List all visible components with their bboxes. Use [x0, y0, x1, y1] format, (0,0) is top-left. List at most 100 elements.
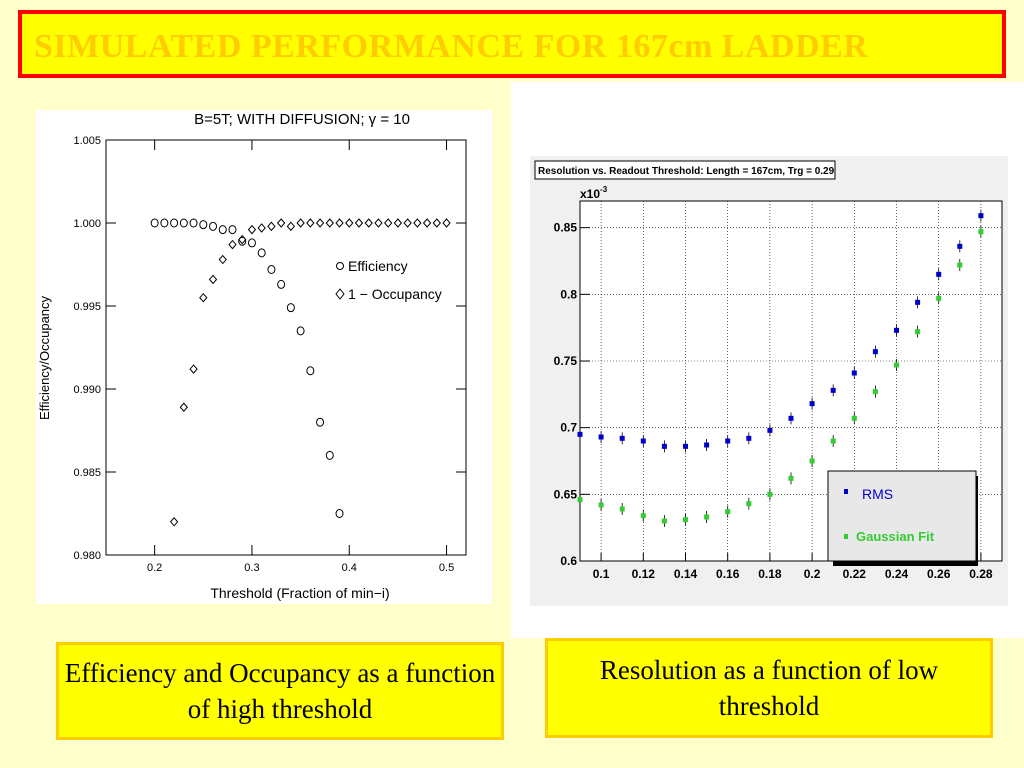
- left-x-tick-label: 0.2: [147, 562, 162, 574]
- efficiency-point: [296, 326, 305, 336]
- gauss-point: [915, 329, 921, 335]
- occupancy-point: [267, 221, 276, 232]
- left-y-tick-label: 0.990: [73, 384, 101, 396]
- rms-point: [978, 213, 984, 219]
- occupancy-point: [218, 254, 227, 265]
- rms-point: [894, 327, 899, 333]
- occupancy-point: [335, 218, 344, 228]
- caption-right: Resolution as a function of low threshol…: [545, 638, 993, 738]
- title-banner: SIMULATED PERFORMANCE FOR 167cm LADDER: [18, 10, 1006, 78]
- left-y-axis-label: Efficiency/Occupancy: [37, 295, 52, 420]
- occupancy-point: [422, 218, 432, 228]
- rms-point: [619, 435, 625, 441]
- occupancy-point: [228, 239, 237, 250]
- rms-point: [704, 442, 710, 448]
- legend-gauss-marker: [844, 534, 848, 539]
- right-x-tick-label: 0.14: [674, 567, 698, 581]
- occupancy-point: [315, 218, 325, 228]
- efficiency-point: [179, 218, 188, 228]
- right-y-tick-label: 0.75: [554, 354, 578, 368]
- efficiency-point: [209, 221, 218, 231]
- left-chart-title: B=5T; WITH DIFFUSION; γ = 10: [194, 111, 410, 128]
- right-x-tick-label: 0.26: [927, 567, 951, 581]
- occupancy-point: [325, 218, 334, 228]
- efficiency-point: [160, 218, 169, 228]
- left-x-tick-label: 0.3: [244, 562, 259, 574]
- left-y-tick-label: 0.995: [73, 301, 101, 313]
- occupancy-point: [393, 218, 403, 228]
- efficiency-point: [150, 218, 159, 228]
- left-plot-frame: [105, 139, 467, 556]
- occupancy-point: [306, 218, 315, 228]
- right-x-tick-label: 0.28: [969, 567, 993, 581]
- efficiency-point: [257, 248, 266, 258]
- rms-point: [640, 438, 646, 444]
- occupancy-point: [442, 218, 451, 228]
- right-y-tick-label: 0.8: [560, 287, 577, 301]
- caption-left: Efficiency and Occupancy as a function o…: [56, 642, 504, 740]
- left-y-tick-label: 1.005: [73, 135, 101, 147]
- occupancy-point: [354, 218, 364, 228]
- right-x-tick-label: 0.12: [632, 567, 656, 581]
- left-y-tick-label: 0.980: [73, 550, 101, 562]
- gauss-point: [936, 295, 942, 301]
- occupancy-point: [179, 402, 189, 413]
- rms-point: [767, 427, 773, 433]
- right-title-box: [534, 160, 836, 180]
- efficiency-point: [199, 220, 208, 230]
- right-x-tick-label: 0.18: [758, 567, 782, 581]
- right-y-tick-label: 0.6: [560, 554, 577, 568]
- rms-point: [809, 401, 815, 407]
- resolution-chart-svg: Resolution vs. Readout Threshold: Length…: [534, 160, 1003, 581]
- y-multiplier: x10-3: [580, 185, 608, 201]
- caption-left-text: Efficiency and Occupancy as a function o…: [64, 658, 496, 724]
- rms-point: [577, 431, 583, 437]
- right-x-tick-label: 0.1: [593, 567, 610, 581]
- efficiency-point: [238, 236, 247, 246]
- legend-occupancy-label: 1 − Occupancy: [348, 286, 442, 302]
- gauss-point: [872, 389, 878, 395]
- left-x-axis-label: Threshold (Fraction of min−i): [210, 585, 389, 601]
- gauss-point: [725, 509, 731, 515]
- resolution-chart: Resolution vs. Readout Threshold: Length…: [530, 156, 1008, 606]
- gauss-point: [788, 475, 794, 481]
- occupancy-point: [432, 218, 441, 228]
- efficiency-point: [325, 450, 334, 460]
- occupancy-point: [364, 218, 373, 228]
- rms-point: [598, 434, 604, 440]
- efficiency-point: [335, 509, 344, 518]
- rms-point: [936, 271, 942, 277]
- gauss-point: [851, 415, 857, 421]
- legend-gauss-label: Gaussian Fit: [856, 529, 935, 544]
- occupancy-point: [403, 218, 412, 228]
- occupancy-point: [189, 364, 198, 374]
- efficiency-point: [170, 218, 179, 228]
- efficiency-point: [306, 366, 315, 376]
- right-x-tick-label: 0.2: [804, 567, 821, 581]
- right-y-tick-label: 0.85: [554, 221, 578, 235]
- gauss-point: [661, 518, 667, 524]
- legend-occupancy-marker: [335, 288, 345, 300]
- efficiency-point: [286, 303, 295, 313]
- occupancy-point: [374, 218, 383, 228]
- gauss-point: [830, 438, 836, 444]
- gauss-point: [683, 517, 688, 523]
- rms-point: [725, 438, 731, 444]
- left-x-tick-label: 0.4: [342, 562, 357, 574]
- efficiency-point: [218, 225, 227, 235]
- gauss-point: [767, 491, 773, 497]
- efficiency-chart-svg: B=5T; WITH DIFFUSION; γ = 10 Efficiency/…: [37, 111, 467, 601]
- gauss-point: [704, 514, 710, 520]
- gauss-point: [978, 229, 984, 235]
- rms-point: [915, 299, 921, 305]
- rms-point: [830, 387, 836, 393]
- left-y-tick-label: 0.985: [73, 467, 101, 479]
- rms-point: [851, 370, 857, 376]
- rms-point: [683, 443, 688, 449]
- slide-title: SIMULATED PERFORMANCE FOR 167cm LADDER: [34, 28, 869, 65]
- gauss-point: [598, 502, 604, 508]
- gauss-point: [619, 506, 625, 512]
- occupancy-point: [247, 224, 257, 235]
- occupancy-point: [383, 218, 393, 228]
- rms-point: [957, 243, 963, 249]
